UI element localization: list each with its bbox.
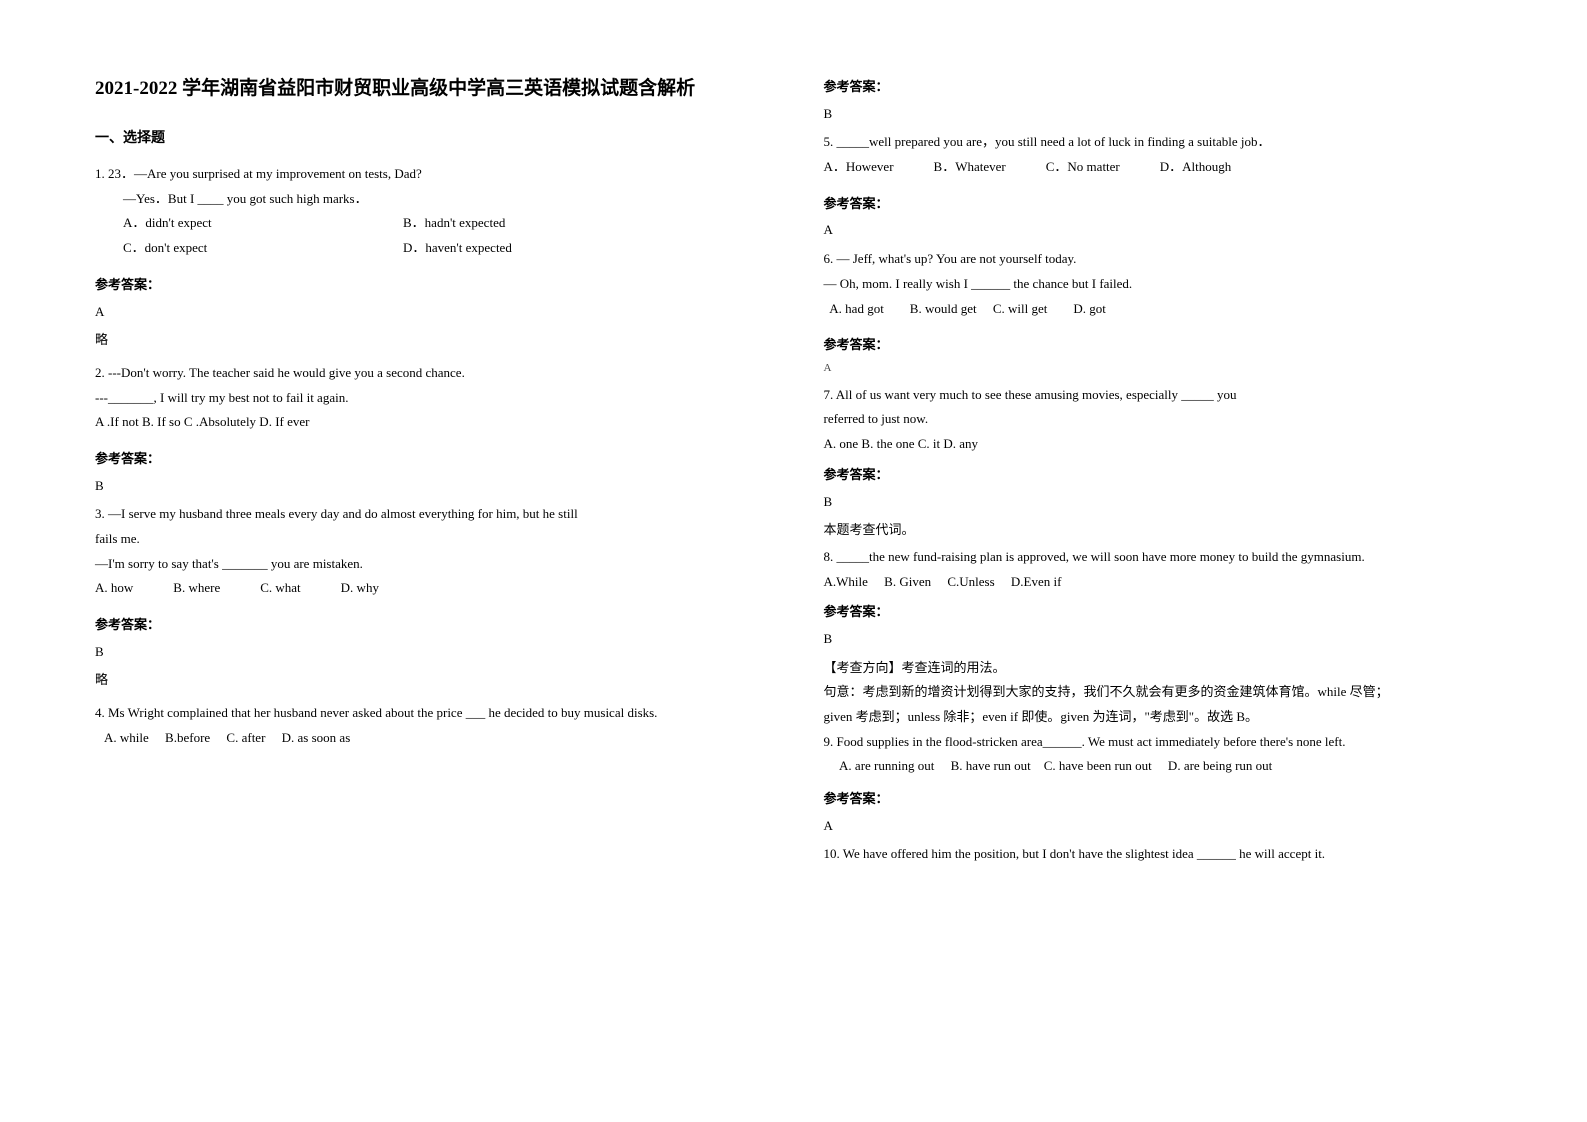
question-7: 7. All of us want very much to see these… bbox=[824, 383, 1493, 457]
answer-label: 参考答案： bbox=[824, 75, 1493, 100]
q1-opts-ab: A．didn't expect B．hadn't expected bbox=[95, 211, 764, 236]
q5-answer: A bbox=[824, 218, 1493, 243]
q4-line1: 4. Ms Wright complained that her husband… bbox=[95, 701, 764, 726]
q3-optD: D. why bbox=[341, 576, 379, 601]
q3-optC: C. what bbox=[260, 576, 300, 601]
question-2: 2. ---Don't worry. The teacher said he w… bbox=[95, 361, 764, 435]
question-8: 8. _____the new fund-raising plan is app… bbox=[824, 545, 1493, 594]
q2-answer: B bbox=[95, 474, 764, 499]
document-title: 2021-2022 学年湖南省益阳市财贸职业高级中学高三英语模拟试题含解析 bbox=[95, 75, 764, 104]
question-6: 6. — Jeff, what's up? You are not yourse… bbox=[824, 247, 1493, 321]
q1-optC: C．don't expect bbox=[123, 236, 403, 261]
q5-optA: A．However bbox=[824, 155, 894, 180]
answer-label: 参考答案： bbox=[824, 333, 1493, 358]
q4-opts: A. while B.before C. after D. as soon as bbox=[95, 726, 764, 751]
q8-opts: A.While B. Given C.Unless D.Even if bbox=[824, 570, 1493, 595]
answer-label: 参考答案： bbox=[95, 613, 764, 638]
q7-opts: A. one B. the one C. it D. any bbox=[824, 432, 1493, 457]
answer-label: 参考答案： bbox=[95, 273, 764, 298]
q5-line1: 5. _____well prepared you are，you still … bbox=[824, 130, 1493, 155]
q5-optB: B．Whatever bbox=[934, 155, 1006, 180]
q6-answer: A bbox=[824, 358, 1493, 379]
question-5: 5. _____well prepared you are，you still … bbox=[824, 130, 1493, 179]
q1-optA: A．didn't expect bbox=[123, 211, 403, 236]
q3-optA: A. how bbox=[95, 576, 133, 601]
question-9: 9. Food supplies in the flood-stricken a… bbox=[824, 730, 1493, 779]
q7-expl: 本题考查代词。 bbox=[824, 518, 1493, 543]
q7-line2: referred to just now. bbox=[824, 407, 1493, 432]
q6-line2: — Oh, mom. I really wish I ______ the ch… bbox=[824, 272, 1493, 297]
q5-optD: D．Although bbox=[1160, 155, 1232, 180]
q3-line2: fails me. bbox=[95, 527, 764, 552]
q1-line1: 1. 23．—Are you surprised at my improveme… bbox=[95, 162, 764, 187]
q4-answer: B bbox=[824, 102, 1493, 127]
q3-optB: B. where bbox=[173, 576, 220, 601]
q3-line3: —I'm sorry to say that's _______ you are… bbox=[95, 552, 764, 577]
q5-opts: A．However B．Whatever C．No matter D．Altho… bbox=[824, 155, 1493, 180]
q2-opts: A .If not B. If so C .Absolutely D. If e… bbox=[95, 410, 764, 435]
q8-expl1: 【考查方向】考查连词的用法。 bbox=[824, 656, 1493, 681]
q3-answer: B bbox=[95, 640, 764, 665]
question-10: 10. We have offered him the position, bu… bbox=[824, 842, 1493, 867]
q1-opts-cd: C．don't expect D．haven't expected bbox=[95, 236, 764, 261]
q7-answer: B bbox=[824, 490, 1493, 515]
q1-expl: 略 bbox=[95, 328, 764, 353]
q2-line1: 2. ---Don't worry. The teacher said he w… bbox=[95, 361, 764, 386]
q7-line1: 7. All of us want very much to see these… bbox=[824, 383, 1493, 408]
answer-label: 参考答案： bbox=[824, 192, 1493, 217]
answer-label: 参考答案： bbox=[95, 447, 764, 472]
q10-line1: 10. We have offered him the position, bu… bbox=[824, 842, 1493, 867]
q3-line1: 3. —I serve my husband three meals every… bbox=[95, 502, 764, 527]
q1-optD: D．haven't expected bbox=[403, 236, 512, 261]
q8-expl3: given 考虑到；unless 除非；even if 即使。given 为连词… bbox=[824, 705, 1493, 730]
question-4: 4. Ms Wright complained that her husband… bbox=[95, 701, 764, 750]
question-1: 1. 23．—Are you surprised at my improveme… bbox=[95, 162, 764, 261]
answer-label: 参考答案： bbox=[824, 600, 1493, 625]
q1-answer: A bbox=[95, 300, 764, 325]
q9-line1: 9. Food supplies in the flood-stricken a… bbox=[824, 730, 1493, 755]
q8-line1: 8. _____the new fund-raising plan is app… bbox=[824, 545, 1493, 570]
q1-line2: —Yes．But I ____ you got such high marks． bbox=[95, 187, 764, 212]
q9-opts: A. are running out B. have run out C. ha… bbox=[824, 754, 1493, 779]
q5-optC: C．No matter bbox=[1046, 155, 1120, 180]
q6-line1: 6. — Jeff, what's up? You are not yourse… bbox=[824, 247, 1493, 272]
answer-label: 参考答案： bbox=[824, 463, 1493, 488]
left-column: 2021-2022 学年湖南省益阳市财贸职业高级中学高三英语模拟试题含解析 一、… bbox=[95, 75, 764, 1082]
q3-expl: 略 bbox=[95, 668, 764, 693]
q1-optB: B．hadn't expected bbox=[403, 211, 505, 236]
section-header: 一、选择题 bbox=[95, 126, 764, 153]
q8-answer: B bbox=[824, 627, 1493, 652]
q8-expl2: 句意：考虑到新的增资计划得到大家的支持，我们不久就会有更多的资金建筑体育馆。wh… bbox=[824, 680, 1493, 705]
q9-answer: A bbox=[824, 814, 1493, 839]
right-column: 参考答案： B 5. _____well prepared you are，yo… bbox=[824, 75, 1493, 1082]
answer-label: 参考答案： bbox=[824, 787, 1493, 812]
question-3: 3. —I serve my husband three meals every… bbox=[95, 502, 764, 601]
q2-line2: ---_______, I will try my best not to fa… bbox=[95, 386, 764, 411]
q3-opts: A. how B. where C. what D. why bbox=[95, 576, 764, 601]
q6-opts: A. had got B. would get C. will get D. g… bbox=[824, 297, 1493, 322]
